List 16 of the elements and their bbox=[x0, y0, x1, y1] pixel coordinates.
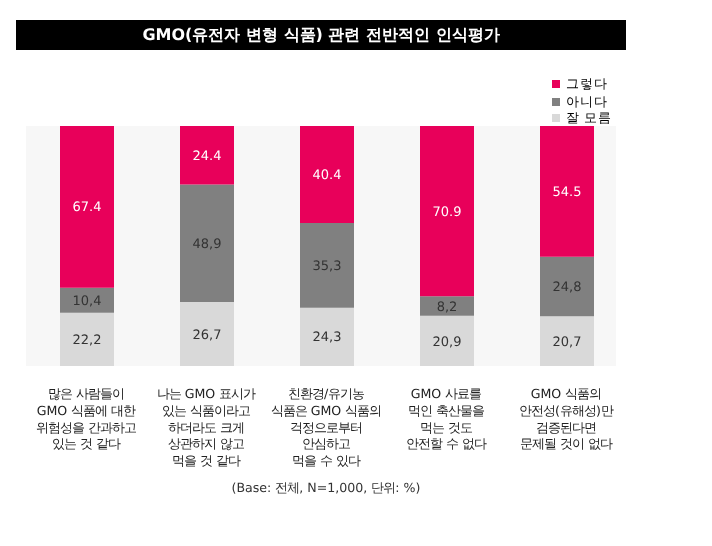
bar bbox=[180, 301, 234, 366]
bar bbox=[60, 126, 114, 288]
bar bbox=[540, 316, 594, 366]
chart-title: GMO(유전자 변형 식품) 관련 전반적인 인식평가 bbox=[16, 20, 626, 50]
bar bbox=[300, 307, 354, 366]
bar bbox=[420, 315, 474, 366]
bar bbox=[300, 222, 354, 308]
bar bbox=[540, 126, 594, 257]
bar bbox=[60, 312, 114, 366]
bar bbox=[420, 126, 474, 297]
bar bbox=[420, 296, 474, 316]
bar bbox=[60, 287, 114, 313]
bar bbox=[180, 184, 234, 302]
bar bbox=[180, 126, 234, 185]
bar bbox=[540, 256, 594, 317]
bar bbox=[300, 126, 354, 223]
